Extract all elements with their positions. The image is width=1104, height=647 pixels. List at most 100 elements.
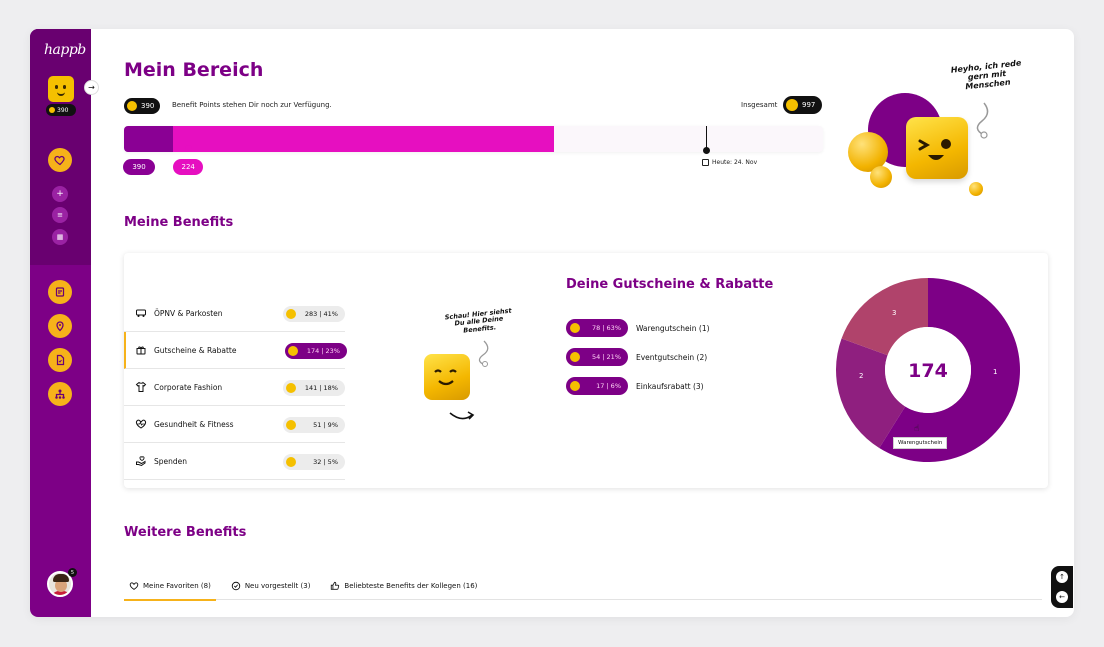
decor-yellow-ball <box>870 166 892 188</box>
progress-segment-available <box>124 126 174 152</box>
sidebar-list-view-button[interactable]: ≡ <box>52 207 68 223</box>
category-value-pill: 141 | 18% <box>283 380 345 396</box>
app-frame: happb 390 → + ≡ ▦ <box>30 29 1074 617</box>
shirt-icon <box>134 380 148 394</box>
progress-marker-label: 390 <box>123 159 155 175</box>
notification-badge: 5 <box>68 568 77 577</box>
benefits-heading: Meine Benefits <box>124 215 234 230</box>
coin-icon <box>570 323 580 333</box>
tab-favorites[interactable]: Meine Favoriten (8) <box>124 574 216 601</box>
progress-segment-spent <box>173 126 555 152</box>
further-benefits-heading: Weitere Benefits <box>124 525 247 540</box>
donut-segment-label: 1 <box>993 368 997 376</box>
progress-marker-dot <box>136 145 143 152</box>
category-value: 174 | 23% <box>306 347 340 355</box>
scroll-back-button[interactable]: ← <box>1056 591 1068 603</box>
category-row[interactable]: Spenden 32 | 5% <box>124 443 345 480</box>
tab-popular[interactable]: Beliebteste Benefits der Kollegen (16) <box>325 574 482 598</box>
donate-icon <box>134 454 148 468</box>
progress-marker-dot <box>185 145 193 152</box>
avatar-eye <box>63 85 66 89</box>
sidebar-location-button[interactable] <box>48 314 72 338</box>
donut-segment-label: 3 <box>892 309 896 317</box>
category-value: 32 | 5% <box>313 458 338 466</box>
voucher-value-pill: 17 | 6% <box>566 377 628 395</box>
category-row-active[interactable]: Gutscheine & Rabatte 174 | 23% <box>124 332 347 369</box>
voucher-row[interactable]: 54 | 21% Eventgutschein (2) <box>566 348 707 366</box>
app-logo[interactable]: happb <box>44 42 86 58</box>
coin-icon <box>286 420 296 430</box>
avatar-mouth <box>57 92 65 96</box>
voucher-donut-chart[interactable]: 1 2 3 174 <box>835 277 1021 463</box>
decor-yellow-ball <box>969 182 983 196</box>
scroll-up-button[interactable]: ↑ <box>1056 571 1068 583</box>
category-row[interactable]: Gesundheit & Fitness 51 | 9% <box>124 406 345 443</box>
page-title: Mein Bereich <box>124 59 264 81</box>
voucher-value-pill: 54 | 21% <box>566 348 628 366</box>
donut-segment-label: 2 <box>859 372 863 380</box>
card-mascot-cube <box>424 354 470 400</box>
donut-tooltip: Warengutschein <box>893 437 948 449</box>
thumbs-up-icon <box>331 581 340 590</box>
sidebar-org-button[interactable] <box>48 382 72 406</box>
sidebar-grid-view-button[interactable]: ▦ <box>52 229 68 245</box>
coin-icon <box>570 352 580 362</box>
mascot-face <box>918 139 951 160</box>
category-row[interactable]: ÖPNV & Parkosten 283 | 41% <box>124 295 345 332</box>
coin-icon <box>288 346 298 356</box>
coin-icon <box>49 107 55 113</box>
category-value-pill: 283 | 41% <box>283 306 345 322</box>
coin-icon <box>286 383 296 393</box>
mascot-cube <box>906 117 968 179</box>
coin-icon <box>286 457 296 467</box>
category-value-pill: 174 | 23% <box>285 343 347 359</box>
arrow-up-icon: ↑ <box>1059 573 1065 581</box>
donut-segment-2[interactable] <box>836 338 906 449</box>
location-icon <box>56 321 64 332</box>
tab-label: Neu vorgestellt (3) <box>244 582 311 590</box>
category-value: 283 | 41% <box>304 310 338 318</box>
today-marker-line <box>706 126 707 150</box>
sidebar-benefits-button[interactable] <box>48 280 72 304</box>
sidebar-add-button[interactable]: + <box>52 186 68 202</box>
document-icon <box>55 287 65 297</box>
donut-hole <box>885 327 971 413</box>
bus-icon <box>134 306 148 320</box>
category-label: ÖPNV & Parkosten <box>154 308 223 318</box>
benefits-card: ÖPNV & Parkosten 283 | 41% Gutscheine & … <box>124 253 1048 488</box>
mascot-speech: Heyho, ich rede gern mit Menschen <box>950 58 1022 92</box>
plus-icon: + <box>56 189 64 199</box>
avatar-shirt <box>51 591 71 595</box>
available-points-pill: 390 <box>124 98 161 114</box>
donut-segment-1[interactable] <box>879 278 1020 462</box>
category-row[interactable]: Corporate Fashion 141 | 18% <box>124 369 345 406</box>
org-chart-icon <box>55 389 65 399</box>
coin-icon <box>127 101 137 111</box>
heart-icon <box>129 582 139 590</box>
category-label: Gutscheine & Rabatte <box>154 345 237 355</box>
check-badge-icon <box>231 581 241 591</box>
mascot-avatar[interactable] <box>48 76 74 102</box>
voucher-value: 78 | 63% <box>591 324 621 332</box>
voucher-label: Einkaufsrabatt (3) <box>636 381 704 391</box>
voucher-row[interactable]: 17 | 6% Einkaufsrabatt (3) <box>566 377 704 395</box>
points-progress-bar <box>124 126 823 152</box>
today-date: Heute: 24. Nov <box>712 159 758 166</box>
coin-icon <box>786 99 798 111</box>
available-points-value: 390 <box>141 102 155 110</box>
sidebar-upper-panel <box>30 29 91 265</box>
calendar-icon <box>702 159 709 166</box>
category-label: Corporate Fashion <box>154 382 223 392</box>
voucher-value: 17 | 6% <box>596 382 621 390</box>
sidebar-files-button[interactable] <box>48 348 72 372</box>
category-value-pill: 32 | 5% <box>283 454 345 470</box>
expand-sidebar-button[interactable]: → <box>84 80 99 95</box>
voucher-value-pill: 78 | 63% <box>566 319 628 337</box>
arrow-left-icon: ← <box>1059 593 1065 601</box>
tab-new[interactable]: Neu vorgestellt (3) <box>226 574 316 598</box>
decor-yellow-ball <box>848 132 888 172</box>
voucher-row[interactable]: 78 | 63% Warengutschein (1) <box>566 319 710 337</box>
sidebar-points-pill: 390 <box>46 104 76 116</box>
sidebar-favorites-button[interactable] <box>48 148 72 172</box>
donut-segment-3[interactable] <box>841 278 928 356</box>
